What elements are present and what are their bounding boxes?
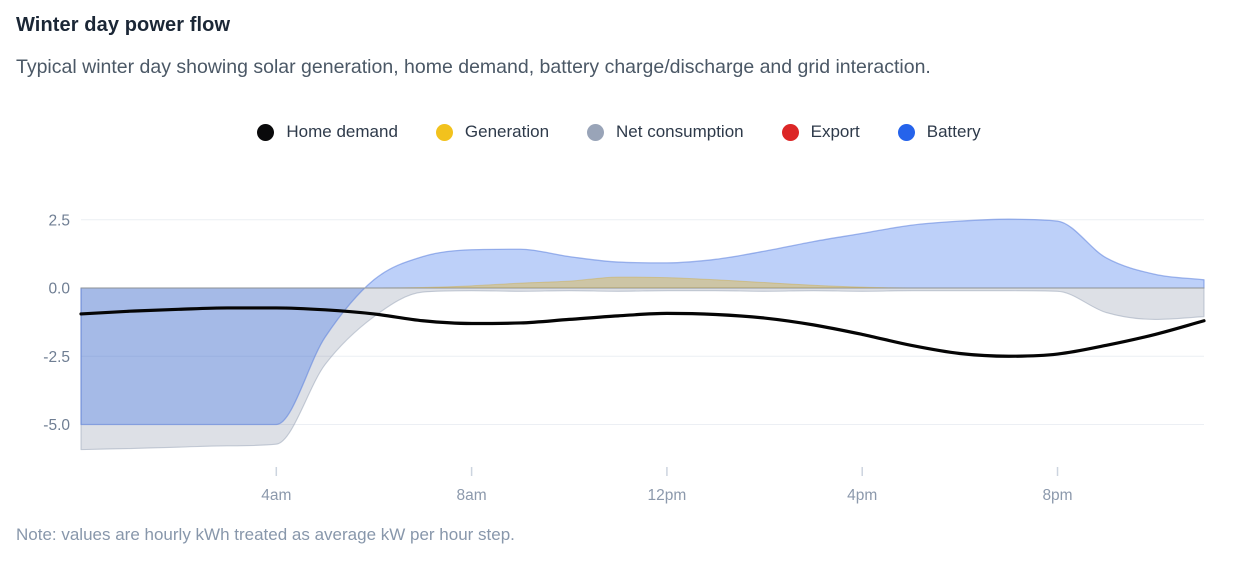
x-axis-label-4am: 4am — [261, 487, 291, 504]
area-net-consumption — [80, 287, 1205, 451]
legend-label-net-consumption: Net consumption — [616, 122, 744, 141]
legend-item-generation[interactable]: Generation — [435, 122, 550, 142]
chart-legend: Home demand Generation Net consumption Expo… — [0, 117, 1238, 147]
chart-title: Winter day power flow — [16, 14, 231, 36]
legend-item-home-demand[interactable]: Home demand — [257, 122, 398, 142]
y-axis-label-0.0: 0.0 — [48, 281, 70, 298]
legend-item-net-consumption[interactable]: Net consumption — [587, 122, 744, 142]
legend-item-export[interactable]: Export — [781, 122, 860, 142]
chart-subtitle: Typical winter day showing solar generat… — [16, 56, 931, 78]
legend-label-battery: Battery — [926, 122, 981, 141]
y-axis-label--5.0: -5.0 — [43, 417, 70, 434]
x-axis-label-8am: 8am — [457, 487, 487, 504]
line-home-demand — [79, 306, 1206, 358]
legend-dot-home-demand — [257, 123, 275, 141]
y-axis-label--2.5: -2.5 — [43, 349, 70, 366]
x-axis-label-12pm: 12pm — [648, 487, 687, 504]
area-generation — [80, 276, 1205, 289]
legend-dot-export — [781, 123, 799, 141]
chart-note: Note: values are hourly kWh treated as a… — [16, 525, 515, 544]
legend-item-battery[interactable]: Battery — [897, 122, 981, 142]
legend-label-home-demand: Home demand — [286, 122, 398, 141]
y-axis-label-2.5: 2.5 — [48, 212, 70, 229]
x-axis-label-8pm: 8pm — [1042, 487, 1072, 504]
legend-dot-net-consumption — [587, 123, 605, 141]
legend-label-export: Export — [810, 122, 860, 141]
legend-label-generation: Generation — [464, 122, 550, 141]
legend-dot-battery — [897, 123, 915, 141]
area-battery — [80, 218, 1205, 426]
x-axis-label-4pm: 4pm — [847, 487, 877, 504]
legend-dot-generation — [435, 123, 453, 141]
